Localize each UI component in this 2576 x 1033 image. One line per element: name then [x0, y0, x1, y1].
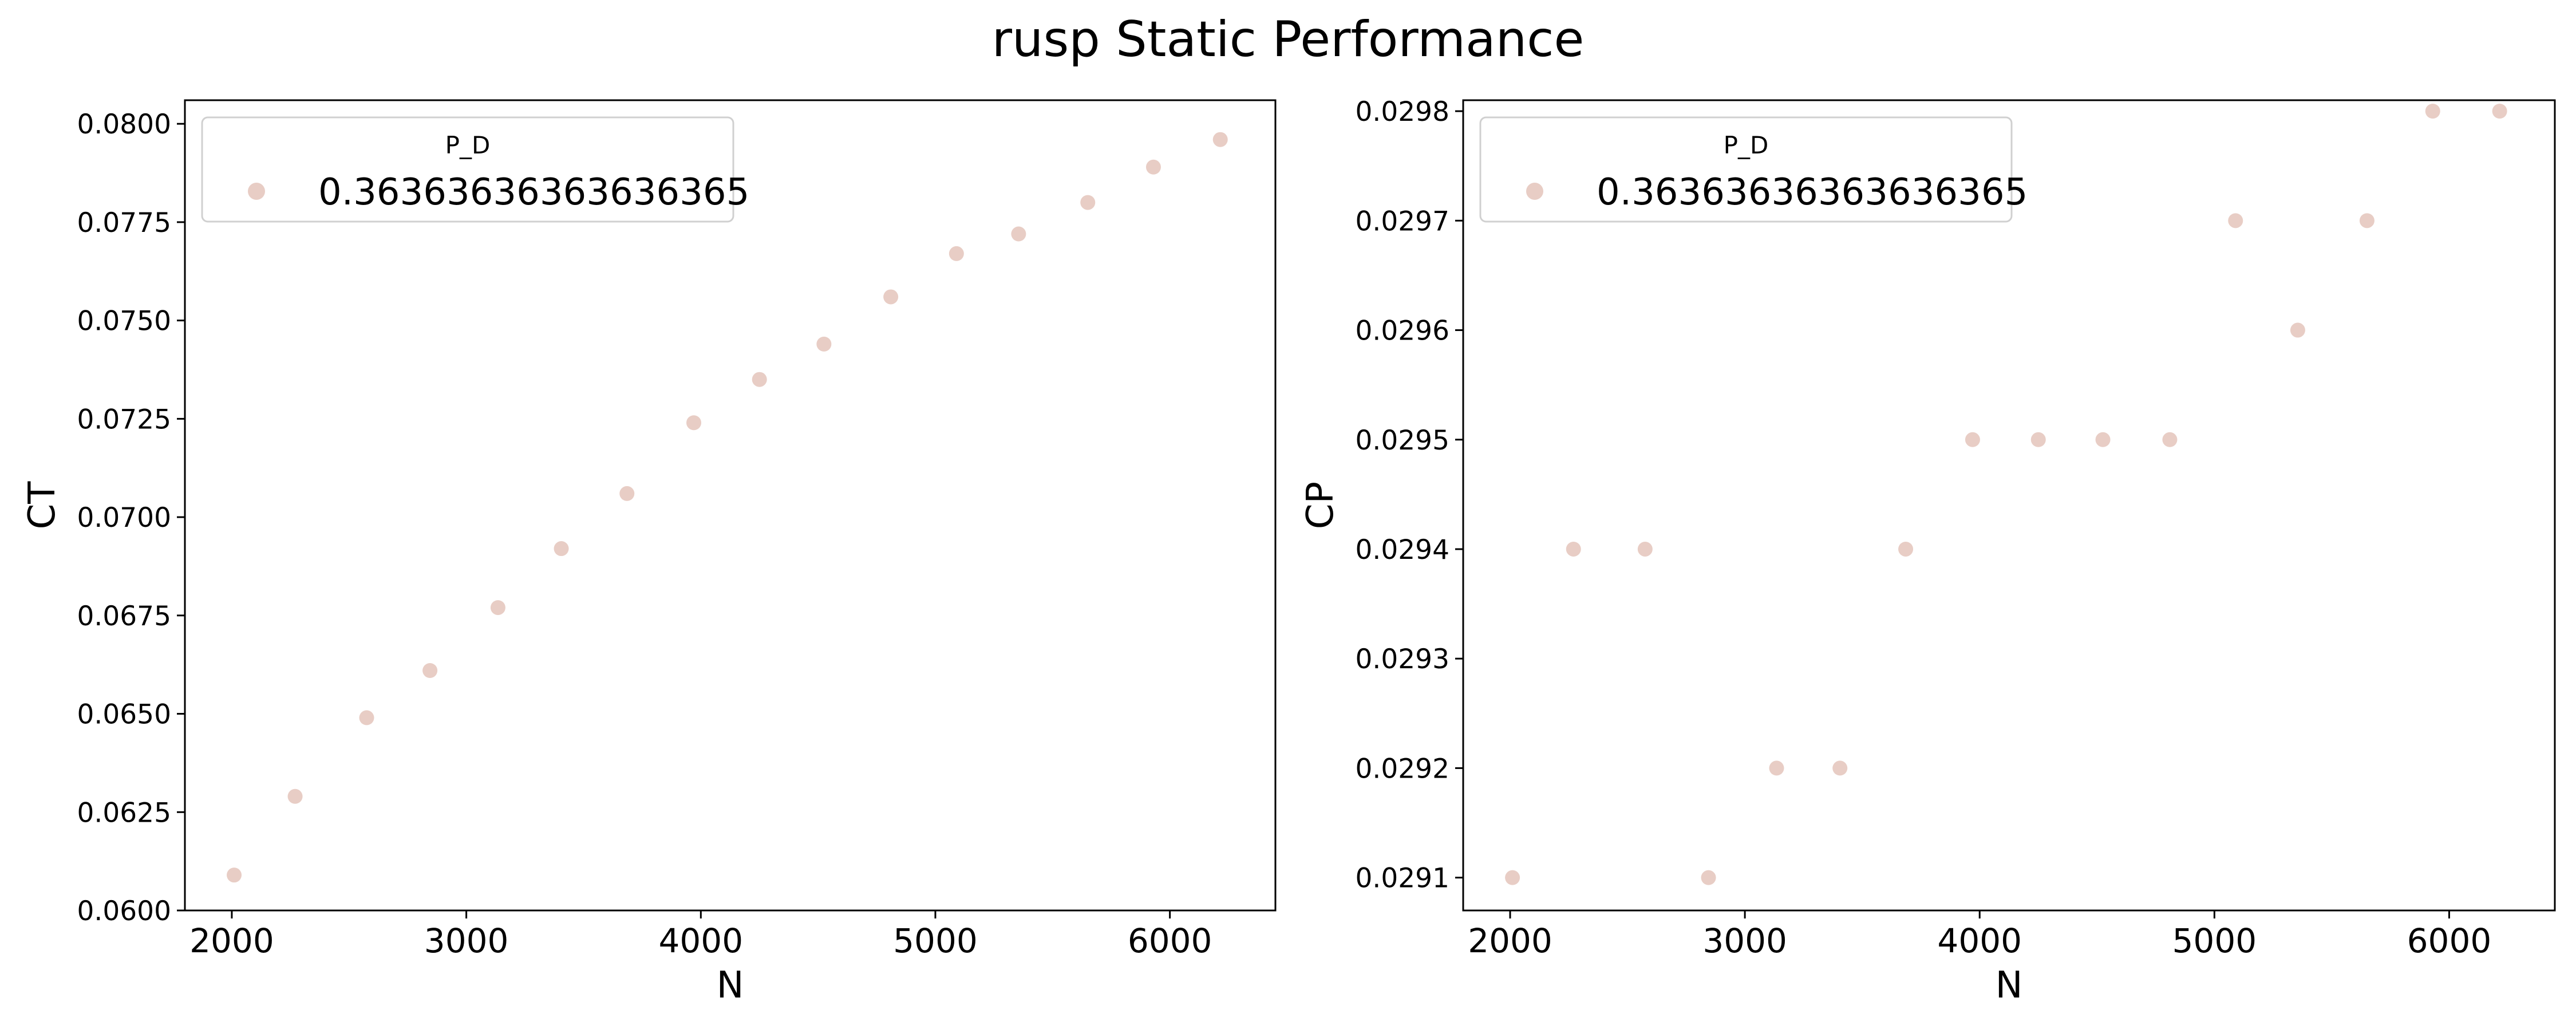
x-tick-label: 5000 [893, 921, 978, 960]
data-point [1080, 195, 1096, 210]
y-tick-label: 0.0291 [1356, 863, 1449, 894]
data-point [2290, 322, 2305, 338]
data-point [2228, 213, 2243, 228]
data-point [949, 246, 964, 261]
legend: P_D 0.36363636363636365 [201, 116, 749, 223]
x-tick-label: 3000 [424, 921, 509, 960]
y-tick-label: 0.0775 [77, 207, 171, 239]
x-tick-label: 4000 [658, 921, 743, 960]
data-point [883, 289, 899, 305]
y-tick-label: 0.0295 [1356, 425, 1449, 456]
y-tick-label: 0.0625 [77, 797, 171, 829]
data-point [227, 868, 242, 883]
y-tick-label: 0.0725 [77, 404, 171, 435]
data-point [1637, 541, 1653, 557]
x-tick-label: 5000 [2172, 921, 2257, 960]
data-point [1965, 432, 1980, 447]
legend-marker [1526, 183, 1543, 200]
legend-title: P_D [445, 131, 491, 159]
data-point [2359, 213, 2374, 228]
data-point [2030, 432, 2046, 447]
y-tick-label: 0.0293 [1356, 644, 1449, 675]
y-tick-label: 0.0297 [1356, 206, 1449, 237]
x-axis-label: N [1996, 964, 2023, 1007]
subplots: 0.0600 0.0625 0.0650 0.0675 0.0700 0.0725 0.07… [21, 96, 2556, 1007]
data-point [554, 541, 569, 557]
legend-marker [248, 183, 265, 200]
x-tick-label: 2000 [1468, 921, 1552, 960]
subplot-2: 0.0291 0.0292 0.0293 0.0294 0.0295 0.0296 0.02… [1299, 96, 2556, 1007]
y-tick-label: 0.0650 [77, 699, 171, 731]
legend-title: P_D [1724, 131, 1769, 159]
data-point [1505, 870, 1520, 885]
data-point [816, 336, 832, 352]
data-point [1212, 132, 1228, 147]
plot-frame [184, 99, 1277, 912]
y-tick-label: 0.0296 [1356, 316, 1449, 347]
data-point [686, 415, 701, 431]
data-point [1898, 541, 1914, 557]
data-point [359, 710, 374, 726]
legend: P_D 0.36363636363636365 [1479, 116, 2028, 223]
data-point [490, 600, 505, 616]
data-point [1769, 760, 1784, 776]
y-tick-label: 0.0292 [1356, 753, 1449, 784]
data-point [619, 486, 635, 501]
y-tick-label: 0.0800 [77, 109, 171, 140]
data-point [422, 663, 438, 678]
data-point [287, 788, 303, 804]
x-tick-label: 4000 [1937, 921, 2022, 960]
y-tick-label: 0.0750 [77, 306, 171, 337]
y-tick-label: 0.0700 [77, 502, 171, 534]
y-axis-label: CP [1299, 482, 1342, 529]
plot-frame [1462, 99, 2556, 912]
y-tick-label: 0.0600 [77, 896, 171, 927]
y-tick-label: 0.0294 [1356, 534, 1449, 566]
data-point [1832, 760, 1848, 776]
x-tick-label: 3000 [1702, 921, 1787, 960]
subplot-1: 0.0600 0.0625 0.0650 0.0675 0.0700 0.0725 0.07… [21, 99, 1277, 1007]
y-tick-label: 0.0298 [1356, 96, 1449, 128]
x-tick-label: 6000 [2407, 921, 2492, 960]
data-point [1145, 159, 1161, 175]
data-point [1011, 226, 1026, 242]
data-point [2492, 104, 2507, 119]
data-point [1566, 541, 1581, 557]
data-point [2425, 104, 2440, 119]
x-tick-label: 2000 [189, 921, 274, 960]
data-point [752, 372, 767, 387]
x-tick-label: 6000 [1128, 921, 1212, 960]
data-point [2162, 432, 2178, 447]
legend-entry-label: 0.36363636363636365 [1597, 171, 2028, 214]
x-axis-label: N [717, 964, 744, 1007]
figure-title: rusp Static Performance [992, 11, 1585, 68]
legend-box [1479, 116, 2013, 223]
data-point [1701, 870, 1716, 885]
data-point [2095, 432, 2111, 447]
legend-entry-label: 0.36363636363636365 [318, 171, 749, 214]
y-axis-label: CT [21, 481, 64, 530]
y-tick-label: 0.0675 [77, 601, 171, 632]
legend-box [201, 116, 734, 223]
